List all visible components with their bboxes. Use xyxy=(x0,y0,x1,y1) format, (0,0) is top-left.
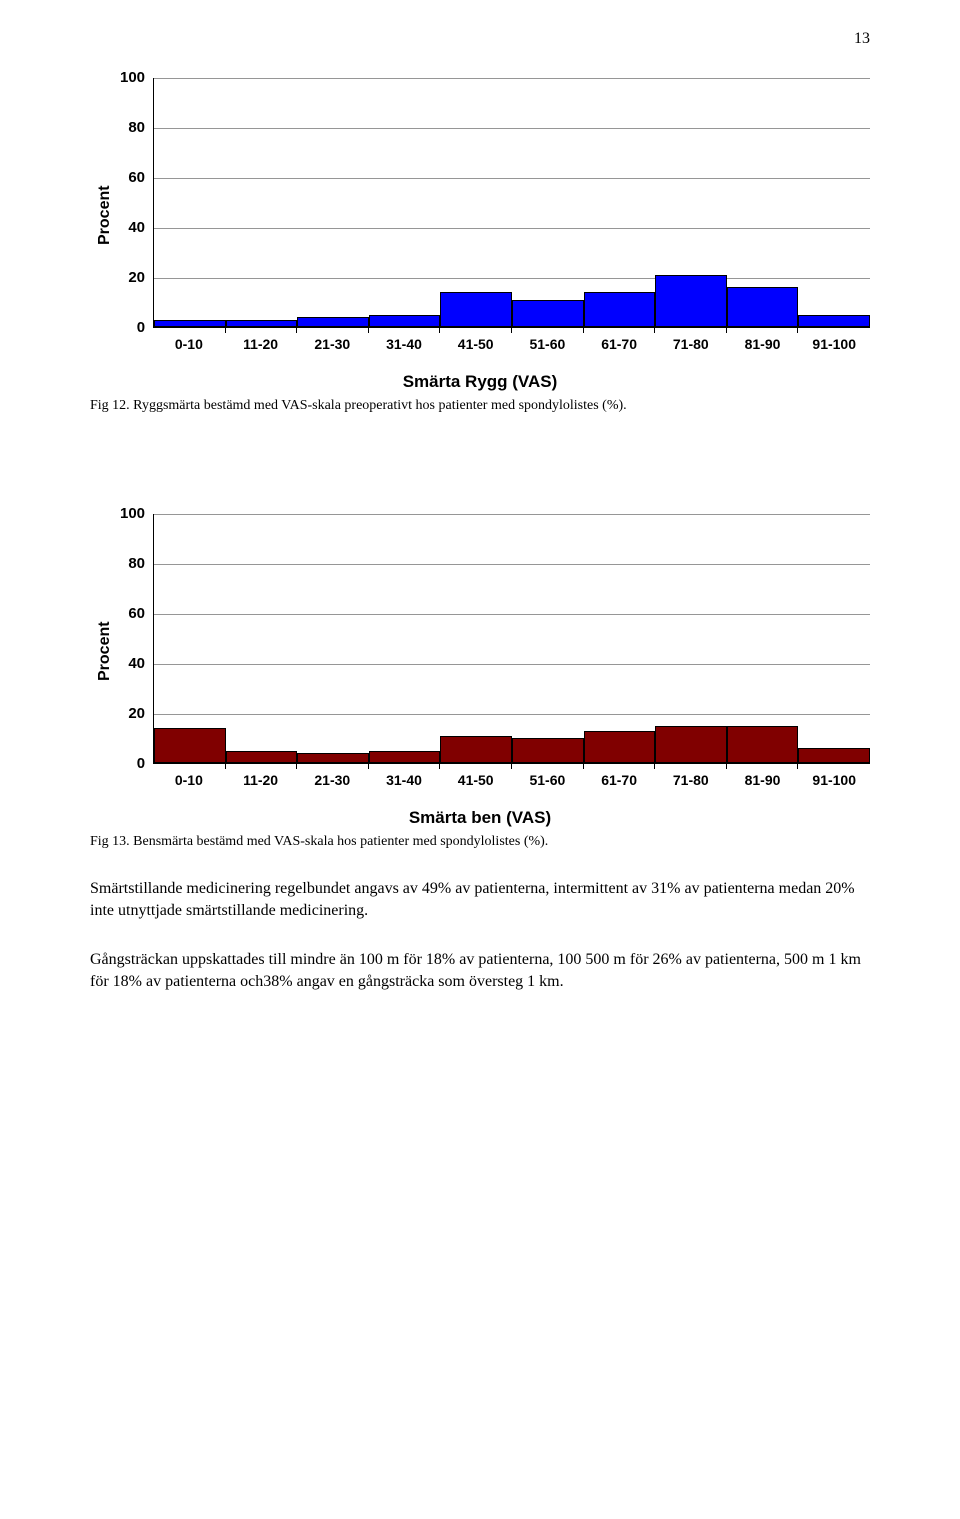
x-category: 71-80 xyxy=(655,772,727,788)
category-tick xyxy=(439,327,440,333)
chart1-ylabel: Procent xyxy=(90,78,120,352)
bar-slot xyxy=(798,514,870,763)
category-tick xyxy=(797,763,798,769)
category-tick xyxy=(654,763,655,769)
bar xyxy=(584,292,656,327)
bar-slot xyxy=(584,78,656,327)
category-tick xyxy=(368,327,369,333)
category-tick xyxy=(511,763,512,769)
category-tick xyxy=(583,327,584,333)
category-tick xyxy=(296,763,297,769)
chart2-xlabel: Smärta ben (VAS) xyxy=(90,808,870,828)
chart1-caption: Fig 12. Ryggsmärta bestämd med VAS-skala… xyxy=(90,398,870,414)
category-tick xyxy=(583,763,584,769)
bar xyxy=(655,275,727,328)
bar xyxy=(440,292,512,327)
category-tick xyxy=(726,763,727,769)
x-category: 11-20 xyxy=(225,772,297,788)
paragraph-2: Gångsträckan uppskattades till mindre än… xyxy=(90,949,870,992)
x-category: 21-30 xyxy=(296,772,368,788)
x-category: 81-90 xyxy=(727,772,799,788)
bar xyxy=(369,751,441,764)
x-category: 91-100 xyxy=(798,336,870,352)
bar xyxy=(226,320,298,328)
bar xyxy=(584,731,656,764)
x-category: 61-70 xyxy=(583,772,655,788)
bar-slot xyxy=(369,78,441,327)
bar-slot xyxy=(655,78,727,327)
bar-slot xyxy=(584,514,656,763)
bar-slot xyxy=(369,514,441,763)
x-category: 41-50 xyxy=(440,772,512,788)
bar-slot xyxy=(226,514,298,763)
chart2-plot xyxy=(153,514,870,764)
bars-container xyxy=(154,514,870,763)
x-category: 21-30 xyxy=(296,336,368,352)
x-category: 31-40 xyxy=(368,336,440,352)
bar xyxy=(727,726,799,764)
category-tick xyxy=(797,327,798,333)
category-tick xyxy=(368,763,369,769)
category-tick xyxy=(225,327,226,333)
bar-slot xyxy=(440,78,512,327)
bar-slot xyxy=(727,514,799,763)
bar-slot xyxy=(297,78,369,327)
bar-slot xyxy=(440,514,512,763)
bar xyxy=(798,748,870,763)
bar xyxy=(440,736,512,764)
x-category: 31-40 xyxy=(368,772,440,788)
x-category: 71-80 xyxy=(655,336,727,352)
x-category: 61-70 xyxy=(583,336,655,352)
bar-slot xyxy=(154,514,226,763)
category-tick xyxy=(654,327,655,333)
category-tick xyxy=(726,327,727,333)
bar-slot xyxy=(226,78,298,327)
category-tick xyxy=(296,327,297,333)
chart2-caption: Fig 13. Bensmärta bestämd med VAS-skala … xyxy=(90,834,870,850)
chart1-y-axis: 100806040200 xyxy=(120,78,153,328)
bar-slot xyxy=(512,78,584,327)
bar-slot xyxy=(297,514,369,763)
bar xyxy=(512,300,584,328)
category-tick xyxy=(225,763,226,769)
bar xyxy=(369,315,441,328)
x-category: 11-20 xyxy=(225,336,297,352)
bar xyxy=(226,751,298,764)
page-number: 13 xyxy=(90,30,870,48)
bar-slot xyxy=(154,78,226,327)
chart2-y-axis: 100806040200 xyxy=(120,514,153,764)
x-category: 0-10 xyxy=(153,772,225,788)
bar-slot xyxy=(655,514,727,763)
chart1-x-axis: 0-1011-2021-3031-4041-5051-6061-7071-808… xyxy=(153,336,870,352)
x-category: 91-100 xyxy=(798,772,870,788)
x-category: 0-10 xyxy=(153,336,225,352)
x-category: 51-60 xyxy=(512,336,584,352)
bar xyxy=(798,315,870,328)
bar xyxy=(512,738,584,763)
chart1-plot xyxy=(153,78,870,328)
bar-slot xyxy=(512,514,584,763)
chart-1: Procent 100806040200 0-1011-2021-3031-40… xyxy=(90,78,870,414)
bars-container xyxy=(154,78,870,327)
bar xyxy=(297,753,369,763)
x-category: 51-60 xyxy=(512,772,584,788)
bar xyxy=(297,317,369,327)
paragraph-1: Smärtstillande medicinering regelbundet … xyxy=(90,878,870,921)
bar-slot xyxy=(798,78,870,327)
chart-2: Procent 100806040200 0-1011-2021-3031-40… xyxy=(90,514,870,850)
bar xyxy=(154,320,226,328)
x-category: 41-50 xyxy=(440,336,512,352)
bar xyxy=(727,287,799,327)
bar xyxy=(154,728,226,763)
bar xyxy=(655,726,727,764)
chart2-ylabel: Procent xyxy=(90,514,120,788)
category-tick xyxy=(511,327,512,333)
chart1-xlabel: Smärta Rygg (VAS) xyxy=(90,372,870,392)
x-category: 81-90 xyxy=(727,336,799,352)
category-tick xyxy=(439,763,440,769)
chart2-x-axis: 0-1011-2021-3031-4041-5051-6061-7071-808… xyxy=(153,772,870,788)
bar-slot xyxy=(727,78,799,327)
